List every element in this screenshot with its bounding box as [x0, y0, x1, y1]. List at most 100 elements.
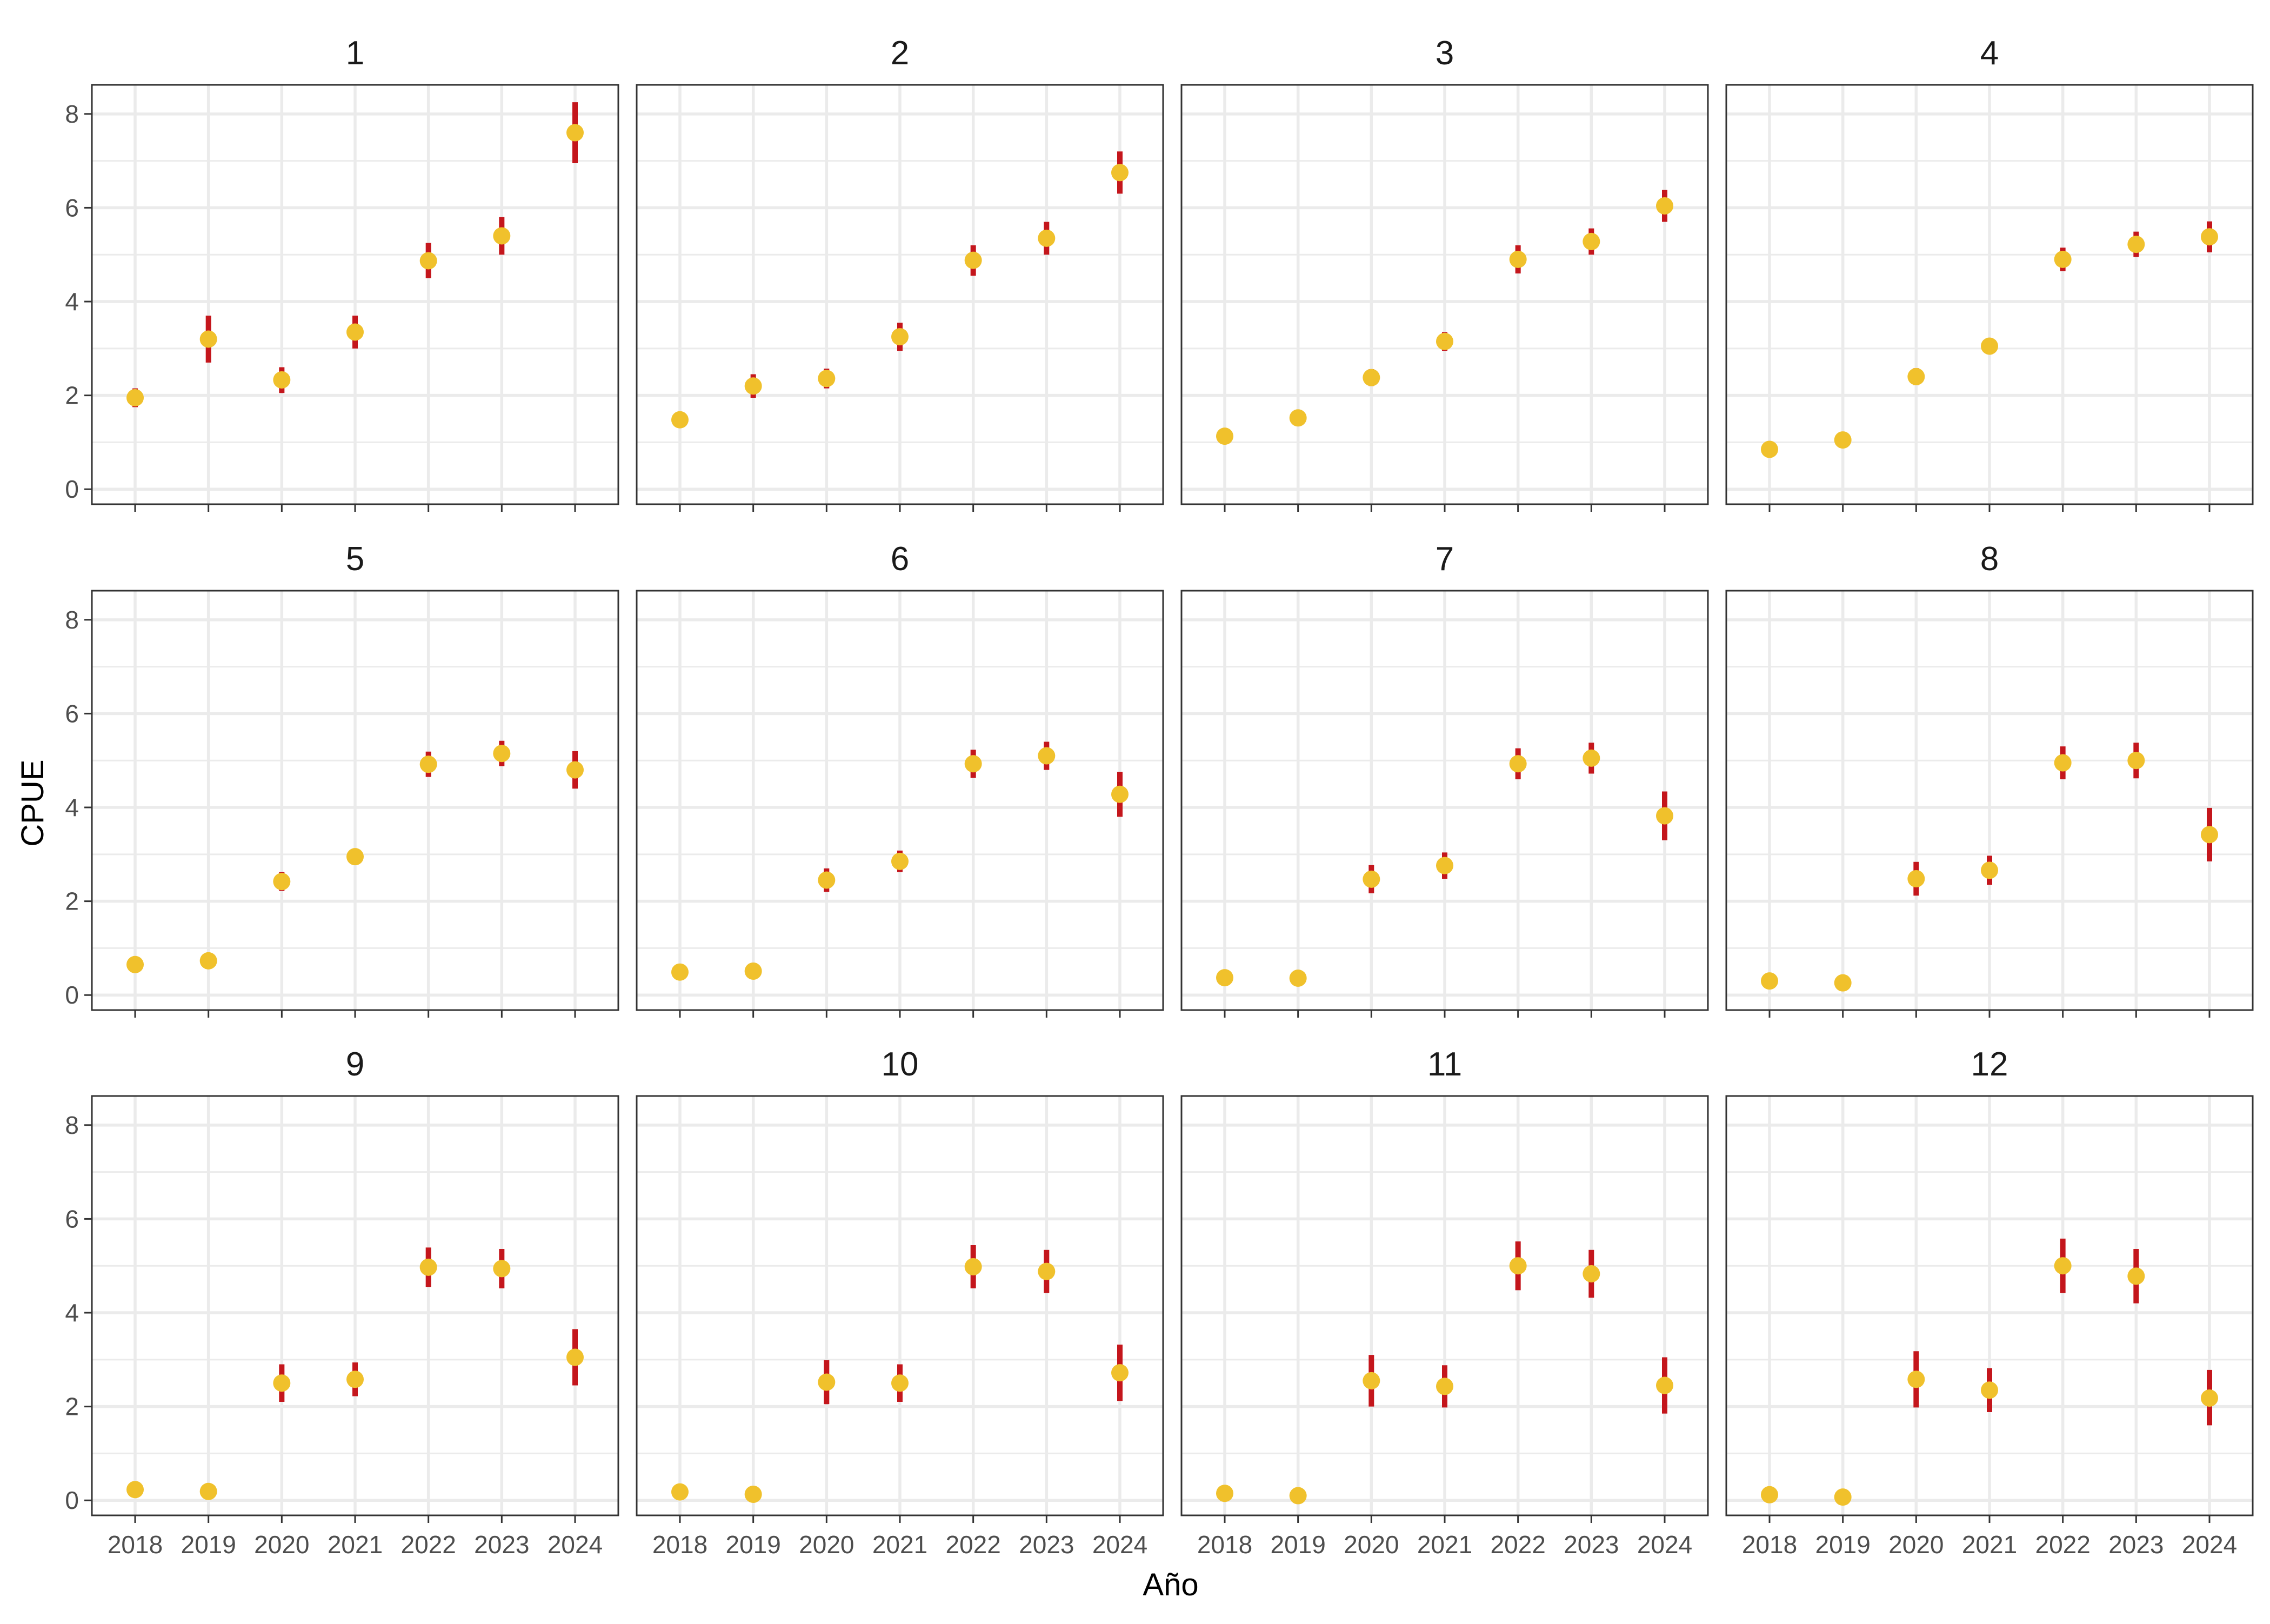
- facet-title: 9: [346, 1046, 364, 1083]
- x-tick-label: 2018: [652, 1531, 707, 1559]
- facet-title: 1: [346, 35, 364, 72]
- y-tick-label: 8: [65, 100, 79, 128]
- data-point: [199, 952, 217, 970]
- data-point: [346, 1371, 364, 1388]
- facet-panel-11: 11 2018 2019 2020 2021 2022 2023 2024: [1180, 1046, 1709, 1559]
- data-point: [493, 745, 511, 763]
- data-point: [1038, 1262, 1056, 1280]
- facet-title: 7: [1436, 540, 1454, 578]
- data-point: [1289, 1487, 1307, 1505]
- facet-panel-9: 9 0 2 4 6 8 2018 2019 2020 2021 2022 2023 2024: [65, 1046, 619, 1559]
- y-tick-label: 4: [65, 793, 79, 821]
- data-point: [964, 251, 982, 269]
- x-axis-title: Año: [1143, 1567, 1198, 1602]
- facet-title: 11: [1427, 1046, 1462, 1083]
- x-tick-label: 2023: [1019, 1531, 1074, 1559]
- facet-title: 10: [882, 1046, 919, 1083]
- facet-title: 5: [346, 540, 364, 578]
- x-tick-label: 2021: [1962, 1531, 2017, 1559]
- data-point: [671, 411, 689, 429]
- facet-panel-1: 1 0 2 4 6 8: [65, 35, 619, 512]
- data-point: [1907, 870, 1925, 887]
- data-point: [1907, 1371, 1925, 1388]
- data-point: [566, 124, 584, 142]
- y-tick-label: 8: [65, 1111, 79, 1139]
- data-point: [2054, 754, 2072, 772]
- data-point: [1761, 1486, 1778, 1503]
- y-tick-label: 0: [65, 1486, 79, 1514]
- data-point: [2054, 1257, 2072, 1275]
- data-point: [671, 963, 689, 981]
- y-tick-label: 6: [65, 193, 79, 222]
- data-point: [1436, 1378, 1453, 1395]
- facet-panel-10: 10 2018 2019 2020 2021 2022 2023 2024: [636, 1046, 1164, 1559]
- data-point: [346, 848, 364, 866]
- facet-panel-6: 6: [636, 540, 1164, 1018]
- facet-panel-2: 2: [636, 35, 1164, 512]
- data-point: [346, 323, 364, 341]
- x-tick-label: 2024: [1637, 1531, 1692, 1559]
- y-tick-label: 2: [65, 887, 79, 915]
- data-point: [891, 1374, 909, 1392]
- data-point: [1656, 197, 1673, 215]
- data-point: [2127, 1267, 2145, 1285]
- data-point: [1981, 861, 1998, 879]
- data-point: [1656, 1376, 1673, 1394]
- data-point: [1509, 250, 1527, 268]
- data-point: [566, 761, 584, 779]
- y-tick-label: 4: [65, 1299, 79, 1327]
- y-tick-label: 6: [65, 699, 79, 727]
- y-tick-label: 6: [65, 1205, 79, 1233]
- data-point: [1907, 367, 1925, 385]
- data-point: [419, 756, 437, 773]
- data-point: [2201, 228, 2218, 246]
- facet-title: 8: [1980, 540, 1999, 578]
- data-point: [493, 1260, 511, 1278]
- x-tick-label: 2018: [108, 1531, 163, 1559]
- data-point: [1363, 369, 1380, 386]
- data-point: [1111, 1364, 1129, 1382]
- data-point: [1436, 857, 1453, 874]
- x-tick-label: 2020: [254, 1531, 309, 1559]
- data-point: [818, 871, 836, 889]
- y-tick-label: 0: [65, 475, 79, 503]
- data-point: [744, 1485, 762, 1503]
- x-tick-label: 2021: [1417, 1531, 1472, 1559]
- data-point: [964, 1258, 982, 1275]
- x-tick-label: 2019: [1815, 1531, 1870, 1559]
- x-tick-label: 2020: [1888, 1531, 1944, 1559]
- x-tick-label: 2022: [400, 1531, 456, 1559]
- data-point: [126, 389, 144, 406]
- data-point: [199, 1482, 217, 1500]
- facet-title: 3: [1436, 35, 1454, 72]
- data-point: [1289, 969, 1307, 987]
- data-point: [964, 755, 982, 773]
- data-point: [891, 852, 909, 870]
- data-point: [1981, 337, 1998, 355]
- data-point: [493, 227, 511, 245]
- data-point: [2127, 752, 2145, 770]
- data-point: [1509, 1257, 1527, 1275]
- data-point: [1509, 755, 1527, 773]
- y-tick-label: 0: [65, 981, 79, 1009]
- y-tick-label: 2: [65, 382, 79, 410]
- data-point: [744, 962, 762, 980]
- y-tick-label: 2: [65, 1393, 79, 1421]
- data-point: [1761, 440, 1778, 458]
- x-tick-label: 2024: [548, 1531, 603, 1559]
- data-point: [1583, 232, 1600, 250]
- data-point: [1363, 870, 1380, 888]
- data-point: [1656, 807, 1673, 825]
- data-point: [1216, 427, 1233, 445]
- facet-panel-4: 4: [1725, 35, 2254, 512]
- facet-title: 2: [891, 35, 909, 72]
- data-point: [1834, 431, 1852, 449]
- x-tick-label: 2020: [1344, 1531, 1399, 1559]
- x-tick-label: 2021: [872, 1531, 927, 1559]
- x-tick-label: 2018: [1742, 1531, 1797, 1559]
- facet-panel-8: 8: [1725, 540, 2254, 1018]
- data-point: [818, 1373, 836, 1391]
- facet-panel-5: 5 0 2 4 6 8: [65, 540, 619, 1018]
